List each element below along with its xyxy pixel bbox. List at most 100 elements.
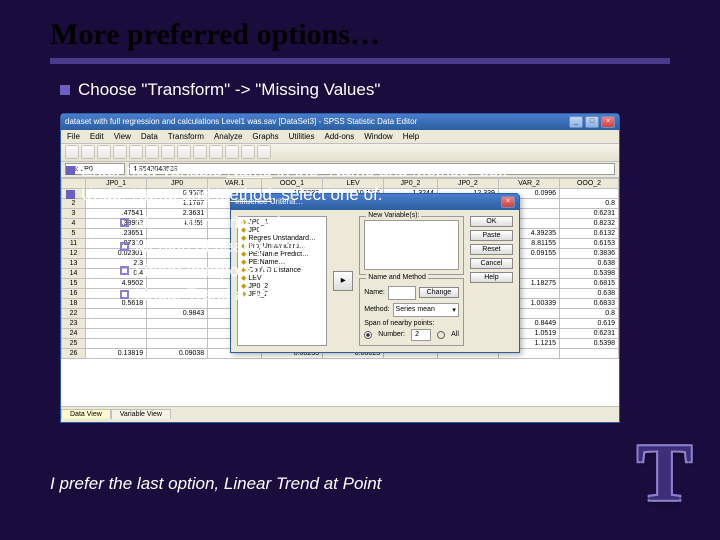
ok-button[interactable]: OK: [470, 216, 513, 227]
row-header[interactable]: 11: [62, 238, 86, 248]
toolbar-button[interactable]: [97, 145, 111, 159]
spss-titlebar: dataset with full regression and calcula…: [61, 114, 619, 130]
data-cell[interactable]: [86, 338, 147, 348]
toolbar-button[interactable]: [209, 145, 223, 159]
number-label: Number:: [378, 331, 405, 338]
cancel-button[interactable]: Cancel: [470, 258, 513, 269]
spss-window-title: dataset with full regression and calcula…: [65, 117, 417, 126]
radio-all-icon[interactable]: [437, 331, 445, 339]
menu-analyze[interactable]: Analyze: [214, 132, 242, 141]
tab-variable-view[interactable]: Variable View: [111, 409, 171, 419]
menu-help[interactable]: Help: [403, 132, 419, 141]
data-cell[interactable]: 0.6231: [560, 208, 619, 218]
data-cell[interactable]: [147, 328, 208, 338]
method-dropdown[interactable]: Series mean ▾: [393, 303, 459, 317]
radio-number-icon[interactable]: [364, 331, 372, 339]
data-cell[interactable]: 0.6132: [560, 228, 619, 238]
data-cell[interactable]: [86, 328, 147, 338]
ovl-3b: Name and Method: [132, 185, 272, 204]
row-header[interactable]: 23: [62, 318, 86, 328]
span-label: Span of nearby points:: [364, 320, 459, 327]
row-header[interactable]: 24: [62, 328, 86, 338]
data-cell[interactable]: 0.8232: [560, 218, 619, 228]
name-input[interactable]: [388, 286, 416, 300]
toolbar-button[interactable]: [193, 145, 207, 159]
menu-view[interactable]: View: [114, 132, 131, 141]
bullet-square-icon: [66, 166, 75, 175]
row-header[interactable]: 14: [62, 268, 86, 278]
toolbar-button[interactable]: [225, 145, 239, 159]
data-cell[interactable]: 0.638: [560, 288, 619, 298]
content-area: Choose "Transform" -> "Missing Values": [0, 78, 720, 103]
new-variables-listbox[interactable]: [364, 220, 459, 270]
data-cell[interactable]: 0.638: [560, 258, 619, 268]
change-button[interactable]: Change: [419, 287, 459, 298]
menu-addons[interactable]: Add-ons: [324, 132, 354, 141]
row-header[interactable]: 25: [62, 338, 86, 348]
data-cell[interactable]: 0.6833: [560, 298, 619, 308]
data-cell[interactable]: [560, 348, 619, 358]
row-header[interactable]: 3: [62, 208, 86, 218]
data-cell[interactable]: 0.13819: [86, 348, 147, 358]
menu-transform[interactable]: Transform: [168, 132, 204, 141]
menu-utilities[interactable]: Utilities: [289, 132, 315, 141]
data-cell[interactable]: 0.619: [560, 318, 619, 328]
row-header[interactable]: 13: [62, 258, 86, 268]
view-tabs: Data View Variable View: [61, 406, 619, 422]
dialog-window-controls: ×: [501, 196, 515, 208]
data-cell[interactable]: 0.6153: [560, 238, 619, 248]
data-cell[interactable]: [147, 338, 208, 348]
data-cell[interactable]: 0.8: [560, 198, 619, 208]
row-header[interactable]: 15: [62, 278, 86, 288]
row-header[interactable]: 26: [62, 348, 86, 358]
toolbar-button[interactable]: [81, 145, 95, 159]
minimize-icon[interactable]: _: [569, 116, 583, 128]
data-cell[interactable]: 0.6815: [560, 278, 619, 288]
column-header[interactable]: VAR_2: [498, 178, 559, 188]
footer-text: I prefer the last option, Linear Trend a…: [50, 474, 381, 494]
data-cell[interactable]: 0.6231: [560, 328, 619, 338]
row-header[interactable]: 16: [62, 288, 86, 298]
data-cell[interactable]: [86, 318, 147, 328]
toolbar-button[interactable]: [145, 145, 159, 159]
data-cell[interactable]: [560, 188, 619, 198]
data-cell[interactable]: [147, 318, 208, 328]
menu-window[interactable]: Window: [364, 132, 392, 141]
toolbar-button[interactable]: [65, 145, 79, 159]
move-right-button[interactable]: ▸: [333, 271, 353, 291]
data-cell[interactable]: 0.5398: [560, 268, 619, 278]
data-cell[interactable]: 0.09038: [147, 348, 208, 358]
menu-file[interactable]: File: [67, 132, 80, 141]
toolbar-button[interactable]: [161, 145, 175, 159]
toolbar-button[interactable]: [257, 145, 271, 159]
menu-graphs[interactable]: Graphs: [252, 132, 278, 141]
row-header[interactable]: 5: [62, 228, 86, 238]
menu-data[interactable]: Data: [141, 132, 158, 141]
number-input[interactable]: 2: [411, 329, 431, 341]
toolbar-button[interactable]: [177, 145, 191, 159]
help-button[interactable]: Help: [470, 272, 513, 283]
maximize-icon[interactable]: □: [585, 116, 599, 128]
method-selected: Series mean: [396, 306, 435, 313]
row-header[interactable]: 4: [62, 218, 86, 228]
sub-2: Median of nearby points: [135, 237, 316, 256]
toolbar-button[interactable]: [241, 145, 255, 159]
data-cell[interactable]: 0.9843: [147, 308, 208, 318]
data-cell[interactable]: [86, 308, 147, 318]
row-header[interactable]: 18: [62, 298, 86, 308]
toolbar-button[interactable]: [129, 145, 143, 159]
close-icon[interactable]: ×: [601, 116, 615, 128]
row-header[interactable]: 22: [62, 308, 86, 318]
paste-button[interactable]: Paste: [470, 230, 513, 241]
reset-button[interactable]: Reset: [470, 244, 513, 255]
menu-edit[interactable]: Edit: [90, 132, 104, 141]
column-header[interactable]: OOO_2: [560, 178, 619, 188]
data-cell[interactable]: 0.5398: [560, 338, 619, 348]
row-header[interactable]: 12: [62, 248, 86, 258]
tab-data-view[interactable]: Data View: [61, 409, 111, 419]
toolbar-button[interactable]: [113, 145, 127, 159]
dialog-close-icon[interactable]: ×: [501, 196, 515, 208]
data-cell[interactable]: 0.3836: [560, 248, 619, 258]
data-cell[interactable]: 0.8: [560, 308, 619, 318]
new-variables-group: New Variable(s):: [359, 216, 464, 275]
